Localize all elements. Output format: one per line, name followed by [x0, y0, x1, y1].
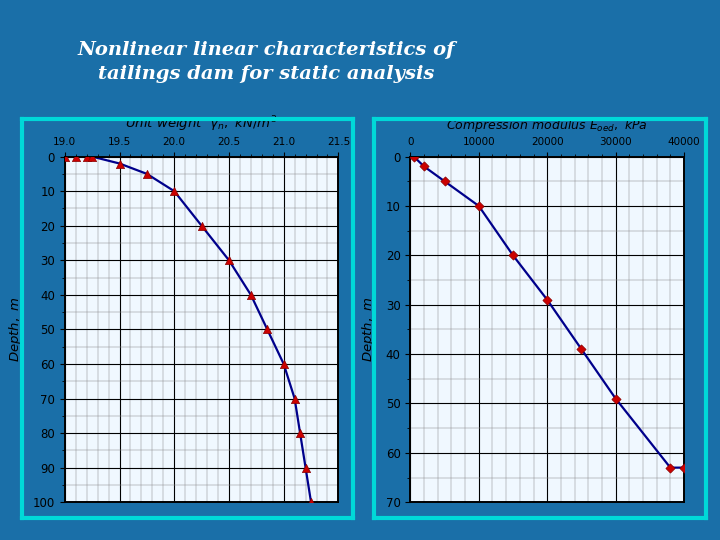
- Point: [541, 295, 553, 304]
- X-axis label: $\it{Compression\ modulus}\ E_{oed},\ kPa$: $\it{Compression\ modulus}\ E_{oed},\ kP…: [446, 117, 648, 133]
- Point: [678, 463, 690, 472]
- Point: [261, 325, 273, 334]
- Point: [300, 463, 311, 472]
- Point: [665, 463, 676, 472]
- Point: [294, 429, 306, 437]
- X-axis label: $\it{Unit\ weight}\ \ \gamma_n,\ kN/m^3$: $\it{Unit\ weight}\ \ \gamma_n,\ kN/m^3$: [125, 114, 278, 134]
- Point: [507, 251, 518, 260]
- Point: [418, 162, 430, 171]
- Point: [438, 177, 451, 186]
- Point: [408, 152, 420, 161]
- Point: [86, 152, 98, 161]
- Y-axis label: $\it{Depth,\ m}$: $\it{Depth,\ m}$: [361, 296, 377, 362]
- Point: [70, 152, 81, 161]
- Y-axis label: $\it{Depth,\ m}$: $\it{Depth,\ m}$: [7, 296, 24, 362]
- Point: [473, 201, 485, 210]
- Point: [610, 394, 621, 403]
- Point: [245, 291, 256, 299]
- Point: [141, 170, 153, 178]
- Point: [289, 394, 300, 403]
- Point: [278, 360, 289, 368]
- Point: [576, 345, 588, 354]
- Text: Nonlinear linear characteristics of
tailings dam for static analysis: Nonlinear linear characteristics of tail…: [78, 41, 455, 83]
- Point: [223, 256, 235, 265]
- Point: [114, 159, 125, 168]
- Point: [305, 498, 317, 507]
- Point: [81, 152, 92, 161]
- Point: [196, 221, 207, 230]
- Point: [168, 187, 180, 195]
- Point: [59, 152, 71, 161]
